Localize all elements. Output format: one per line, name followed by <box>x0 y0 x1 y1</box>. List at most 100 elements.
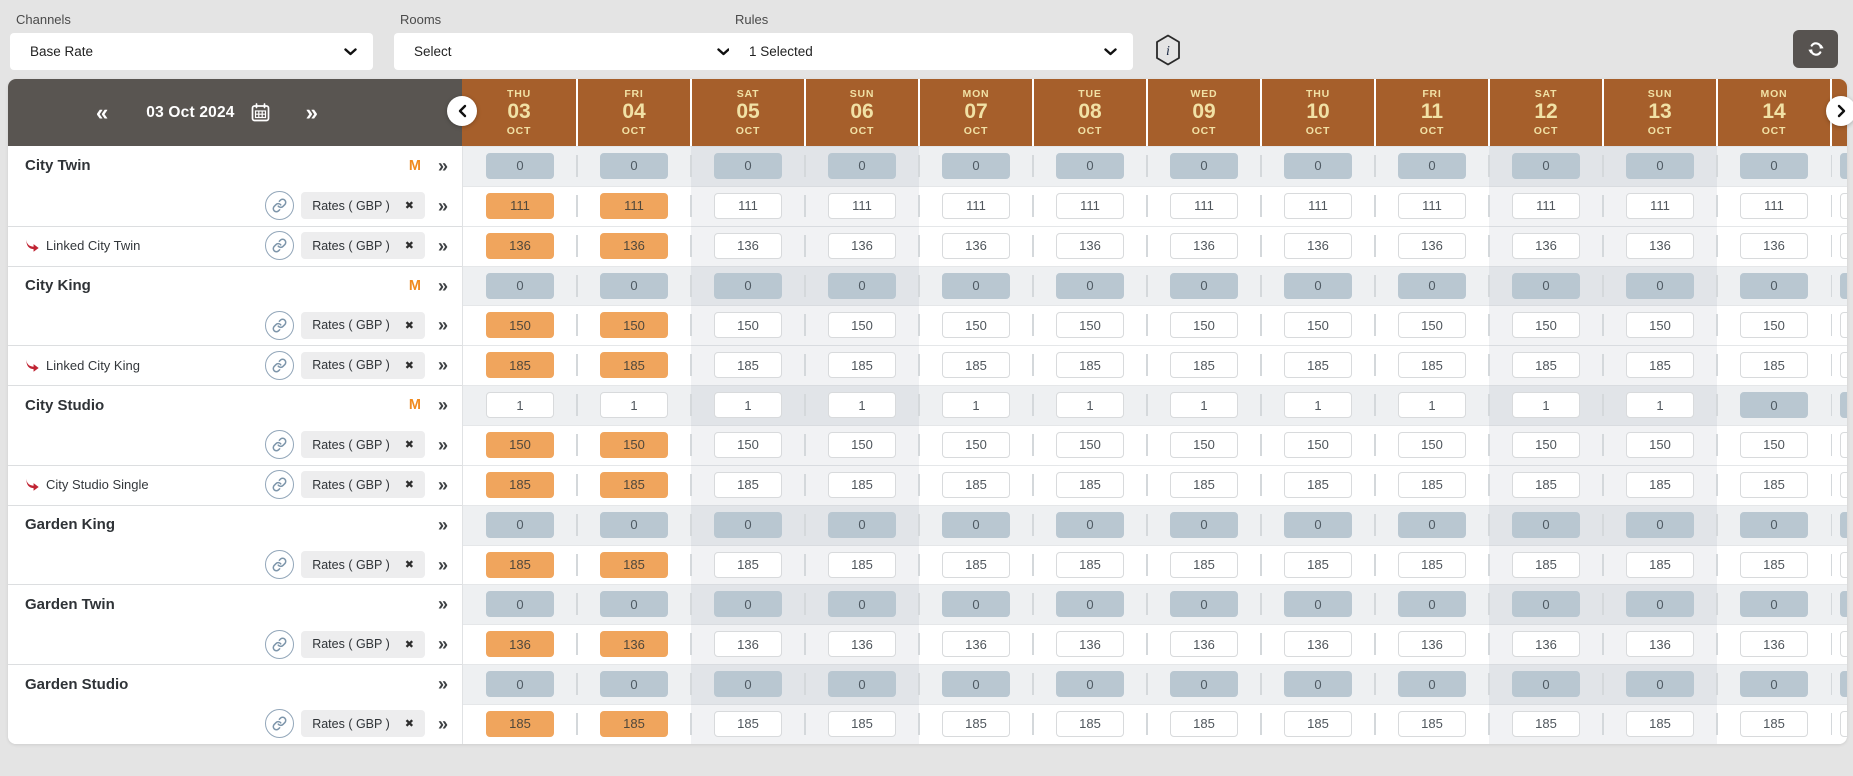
availability-cell[interactable]: 0 <box>1170 511 1238 538</box>
refresh-button[interactable] <box>1793 30 1838 68</box>
rate-cell[interactable]: 185 <box>942 471 1010 498</box>
rate-cell[interactable]: 185 <box>486 352 554 379</box>
expand-row-icon[interactable]: » <box>437 395 448 416</box>
rate-cell[interactable]: 111 <box>1056 192 1124 219</box>
availability-cell[interactable]: 0 <box>714 511 782 538</box>
rate-cell[interactable]: 185 <box>486 710 554 737</box>
availability-cell[interactable]: 0 <box>1056 591 1124 618</box>
link-rate-icon[interactable] <box>265 191 295 221</box>
availability-cell[interactable]: 0 <box>600 272 668 299</box>
availability-cell[interactable]: 0 <box>486 152 554 179</box>
rate-cell[interactable]: 111 <box>1170 192 1238 219</box>
availability-cell[interactable]: 1 <box>600 392 668 419</box>
rate-cell[interactable]: 111 <box>942 192 1010 219</box>
rate-cell[interactable]: 185 <box>600 551 668 578</box>
rate-cell[interactable]: 150 <box>600 431 668 458</box>
rate-cell[interactable]: 136 <box>828 232 896 259</box>
rate-cell[interactable]: 150 <box>1056 431 1124 458</box>
link-rate-icon[interactable] <box>265 470 295 500</box>
rules-select[interactable]: 1 Selected <box>729 33 1133 70</box>
rate-cell[interactable]: 185 <box>1512 471 1580 498</box>
rate-cell[interactable]: 150 <box>714 312 782 339</box>
rate-cell[interactable]: 150 <box>714 431 782 458</box>
availability-cell[interactable]: 0 <box>600 511 668 538</box>
rate-cell[interactable]: 136 <box>1170 232 1238 259</box>
availability-cell[interactable]: 0 <box>942 511 1010 538</box>
availability-cell[interactable]: 0 <box>600 591 668 618</box>
availability-cell[interactable]: 0 <box>1284 511 1352 538</box>
rate-cell[interactable]: 136 <box>714 232 782 259</box>
rate-cell[interactable]: 111 <box>1398 192 1466 219</box>
rate-cell[interactable]: 185 <box>1740 710 1808 737</box>
availability-cell[interactable]: 1 <box>828 392 896 419</box>
availability-cell[interactable]: 0 <box>1626 591 1694 618</box>
availability-cell[interactable]: 0 <box>1512 272 1580 299</box>
rate-cell[interactable]: 185 <box>1284 352 1352 379</box>
rate-cell[interactable]: 150 <box>600 312 668 339</box>
rate-cell[interactable]: 150 <box>828 312 896 339</box>
prev-period-icon[interactable]: « <box>96 99 109 125</box>
rate-cell[interactable]: 185 <box>1398 352 1466 379</box>
expand-row-icon[interactable]: » <box>437 355 448 376</box>
rate-cell[interactable]: 185 <box>486 471 554 498</box>
rate-cell[interactable]: 150 <box>1512 312 1580 339</box>
expand-row-icon[interactable]: » <box>437 554 448 575</box>
availability-cell[interactable]: 0 <box>942 152 1010 179</box>
rate-cell[interactable]: 136 <box>600 631 668 658</box>
availability-cell[interactable]: 0 <box>942 591 1010 618</box>
availability-cell[interactable]: 0 <box>1284 272 1352 299</box>
rate-cell[interactable]: 136 <box>486 631 554 658</box>
rate-cell[interactable]: 111 <box>486 192 554 219</box>
rate-cell[interactable]: 136 <box>1626 232 1694 259</box>
rate-cell[interactable]: 136 <box>486 232 554 259</box>
rate-cell[interactable]: 150 <box>486 312 554 339</box>
availability-cell[interactable]: 0 <box>1626 511 1694 538</box>
availability-cell[interactable]: 0 <box>1398 152 1466 179</box>
availability-cell[interactable]: 1 <box>1284 392 1352 419</box>
availability-cell[interactable]: 0 <box>828 272 896 299</box>
remove-rate-icon[interactable]: ✖ <box>404 638 414 651</box>
calendar-icon[interactable] <box>251 103 270 122</box>
rate-cell[interactable]: 185 <box>1740 471 1808 498</box>
remove-rate-icon[interactable]: ✖ <box>404 439 414 452</box>
rate-cell[interactable]: 185 <box>1626 352 1694 379</box>
rate-cell[interactable]: 136 <box>714 631 782 658</box>
scroll-left-button[interactable] <box>447 96 477 126</box>
rate-cell[interactable]: 150 <box>1512 431 1580 458</box>
link-rate-icon[interactable] <box>265 550 295 580</box>
rate-cell[interactable]: 185 <box>714 710 782 737</box>
availability-cell[interactable]: 0 <box>714 272 782 299</box>
rate-cell[interactable]: 185 <box>714 551 782 578</box>
rate-cell[interactable]: 150 <box>942 312 1010 339</box>
availability-cell[interactable]: 1 <box>1512 392 1580 419</box>
link-rate-icon[interactable] <box>265 350 295 380</box>
availability-cell[interactable]: 1 <box>942 392 1010 419</box>
rate-cell[interactable]: 150 <box>1626 312 1694 339</box>
rate-cell[interactable]: 185 <box>1284 551 1352 578</box>
rate-cell[interactable]: 111 <box>714 192 782 219</box>
expand-row-icon[interactable]: » <box>437 235 448 256</box>
rate-cell[interactable]: 185 <box>1056 551 1124 578</box>
rate-cell[interactable]: 185 <box>1398 471 1466 498</box>
expand-row-icon[interactable]: » <box>437 674 448 695</box>
rate-cell[interactable]: 185 <box>1512 710 1580 737</box>
rate-cell[interactable]: 185 <box>1626 471 1694 498</box>
availability-cell[interactable]: 1 <box>714 392 782 419</box>
availability-cell[interactable]: 0 <box>1284 152 1352 179</box>
rate-cell[interactable]: 136 <box>1398 232 1466 259</box>
availability-cell[interactable]: 0 <box>1170 591 1238 618</box>
availability-cell[interactable]: 0 <box>942 671 1010 698</box>
availability-cell[interactable]: 0 <box>1398 671 1466 698</box>
availability-cell[interactable]: 0 <box>486 272 554 299</box>
availability-cell[interactable]: 0 <box>1740 392 1808 419</box>
rate-cell[interactable]: 185 <box>600 352 668 379</box>
expand-row-icon[interactable]: » <box>437 594 448 615</box>
link-rate-icon[interactable] <box>265 430 295 460</box>
rooms-select[interactable]: Select <box>394 33 746 70</box>
availability-cell[interactable]: 0 <box>714 152 782 179</box>
rate-cell[interactable]: 150 <box>1170 431 1238 458</box>
rate-cell[interactable]: 136 <box>1170 631 1238 658</box>
info-hexagon-icon[interactable]: i <box>1152 34 1184 66</box>
rate-cell[interactable]: 136 <box>1284 631 1352 658</box>
availability-cell[interactable]: 0 <box>1170 152 1238 179</box>
